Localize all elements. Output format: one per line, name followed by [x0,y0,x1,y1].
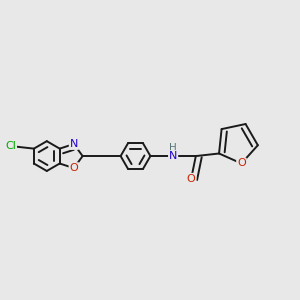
Text: O: O [187,174,196,184]
Text: O: O [237,158,246,169]
Text: H: H [169,142,177,153]
Text: Cl: Cl [5,141,16,151]
Text: N: N [169,151,177,161]
Text: O: O [70,163,78,173]
Text: N: N [70,139,78,149]
